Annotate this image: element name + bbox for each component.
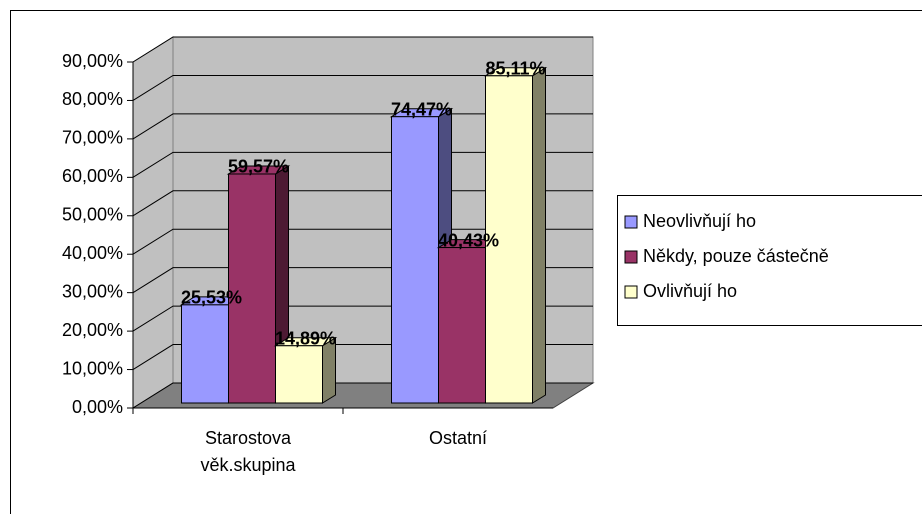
data-label: 85,11% [485,59,545,79]
legend-swatch [624,215,638,229]
legend-label: Neovlivňují ho [643,211,756,231]
bar [438,247,486,404]
bar [228,173,276,404]
bar [181,304,229,404]
data-label: 59,57% [228,157,289,177]
bar [485,75,533,404]
bar [275,345,323,404]
data-label: 25,53% [181,288,242,308]
y-tick-label: 40,00% [62,243,123,263]
y-tick-label: 30,00% [62,281,123,301]
x-tick-label: Ostatní [428,428,488,448]
grid-line [132,228,593,255]
data-label: 14,89% [275,329,336,349]
left-wall [132,36,174,409]
bar-side [532,66,546,404]
x-tick-label: Starostova věk.skupina [200,428,296,475]
y-tick-label: 80,00% [62,89,123,109]
grid-line [132,36,593,63]
y-tick-label: 70,00% [62,128,123,148]
legend-label: Někdy, pouze částečně [643,246,829,266]
legend-swatch [624,285,638,299]
y-tick-label: 50,00% [62,205,123,225]
y-tick-label: 10,00% [62,358,123,378]
bar [391,116,439,404]
grid-line [132,190,593,217]
data-label: 40,43% [438,230,499,250]
grid-line [132,151,593,178]
grid-line [132,74,593,101]
y-tick-label: 0,00% [72,397,123,417]
legend-swatch [624,250,638,264]
y-tick-label: 60,00% [62,166,123,186]
legend-label: Ovlivňují ho [643,281,737,301]
y-tick-label: 20,00% [62,320,123,340]
legend-box [617,195,922,326]
data-label: 74,47% [391,99,452,119]
grid-line [132,113,593,140]
y-tick-label: 90,00% [62,51,123,71]
